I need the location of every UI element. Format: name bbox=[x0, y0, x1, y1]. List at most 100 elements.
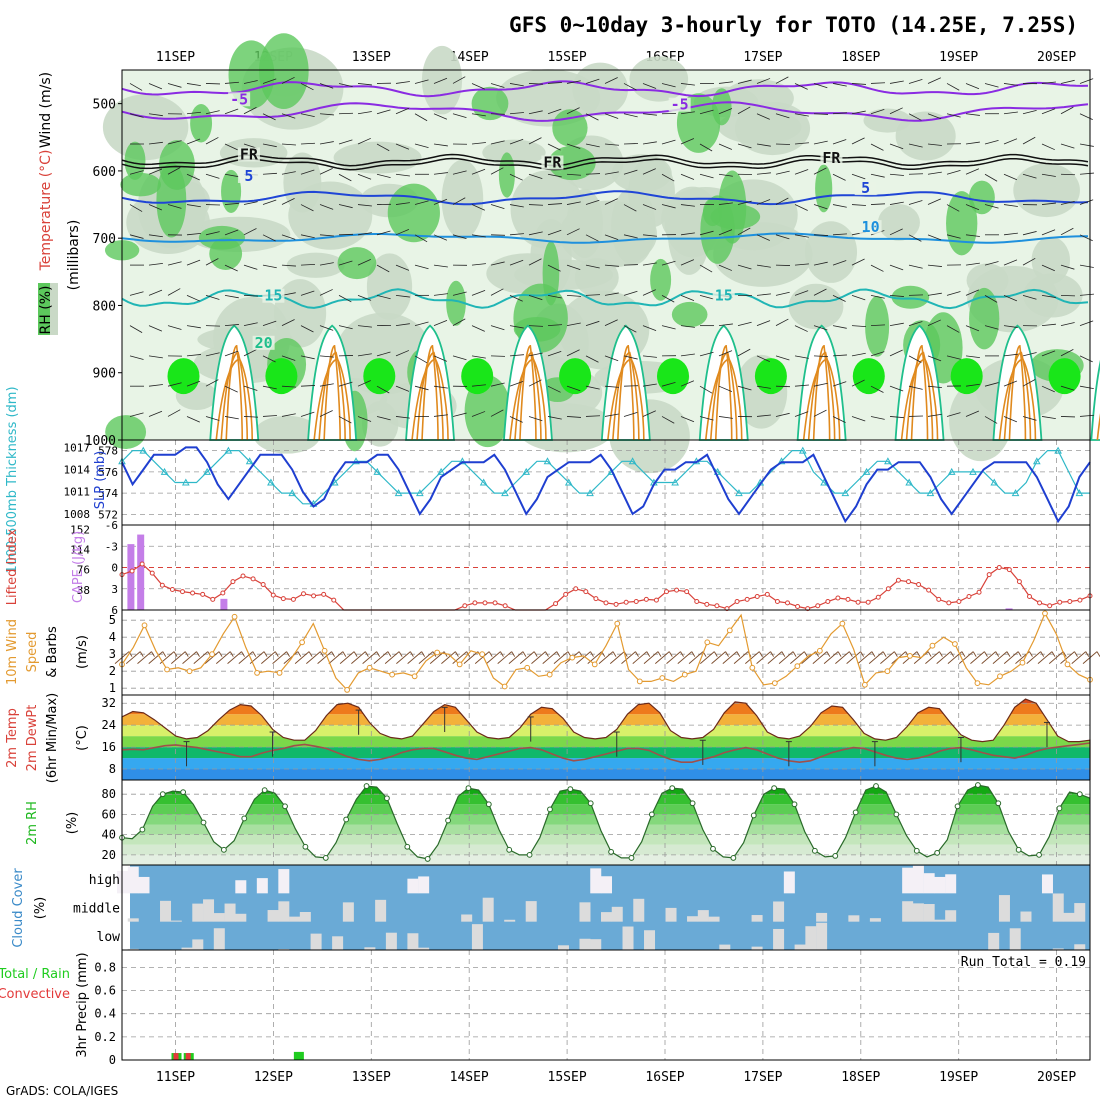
wind-tick-label: 4 bbox=[109, 630, 116, 644]
wind-speed-point bbox=[164, 666, 170, 673]
surface-wind-barb-feather bbox=[848, 651, 853, 657]
lifted-index-point bbox=[240, 573, 246, 579]
high-cloud-bar bbox=[945, 874, 957, 894]
middle-cloud-bar bbox=[127, 918, 139, 922]
upper-wind-barb bbox=[547, 82, 562, 84]
surface-wind-barb bbox=[598, 651, 614, 664]
thickness-point bbox=[926, 489, 935, 497]
upper-wind-barb bbox=[718, 81, 733, 84]
low-cloud-bar bbox=[622, 926, 634, 950]
upper-wind-barb bbox=[1079, 234, 1093, 242]
upper-wind-barb bbox=[281, 171, 296, 175]
lifted-index-point bbox=[290, 596, 296, 602]
lifted-index-point bbox=[1047, 603, 1053, 609]
upper-wind-barb bbox=[642, 204, 657, 210]
upper-wind-barb bbox=[471, 325, 485, 332]
upper-wind-barb bbox=[414, 234, 428, 243]
upper-wind-barb bbox=[870, 143, 884, 151]
upper-wind-barb bbox=[547, 203, 562, 205]
thickness-point bbox=[905, 478, 914, 486]
contour-label: -5 bbox=[230, 90, 248, 108]
surface-wind-barb bbox=[306, 651, 321, 664]
upper-wind-barb bbox=[1003, 353, 1018, 357]
upper-wind-barb bbox=[452, 170, 467, 175]
upper-wind-barb bbox=[186, 204, 201, 208]
surface-wind-barb-feather bbox=[139, 651, 144, 657]
upper-wind-barb bbox=[186, 354, 201, 357]
upper-wind-barb bbox=[794, 263, 809, 266]
high-cloud-bar bbox=[256, 878, 268, 894]
upper-wind-barb bbox=[224, 350, 239, 357]
upper-wind-barb bbox=[965, 113, 980, 116]
upper-wind-barb bbox=[205, 137, 219, 145]
contour-label-bg bbox=[820, 150, 843, 165]
thickness-point bbox=[1011, 489, 1020, 497]
rh-mid-region bbox=[611, 154, 672, 193]
upper-wind-barb bbox=[1079, 385, 1094, 390]
middle-cloud-bar bbox=[902, 901, 914, 922]
upper-wind-barb bbox=[262, 199, 277, 205]
surface-wind-barb bbox=[868, 651, 884, 664]
surface-wind-barb-feather bbox=[646, 651, 651, 657]
upper-wind-barb bbox=[300, 234, 315, 239]
wind-speed-point bbox=[1019, 659, 1026, 666]
rh-band bbox=[122, 794, 1090, 805]
upper-wind-barb bbox=[566, 107, 580, 115]
thickness-point bbox=[437, 467, 445, 475]
low-cloud-bar bbox=[192, 939, 204, 950]
upper-wind-barb bbox=[756, 385, 771, 389]
lifted-index-point bbox=[1057, 599, 1063, 605]
surface-wind-barb-feather bbox=[184, 651, 189, 657]
chart-title: GFS 0~10day 3-hourly for TOTO (14.25E, 7… bbox=[509, 13, 1078, 37]
surface-wind-barb-feather bbox=[612, 651, 617, 657]
upper-wind-barb bbox=[775, 234, 790, 240]
upper-wind-barb bbox=[433, 264, 448, 268]
surface-wind-barb-feather bbox=[331, 651, 335, 657]
upper-wind-barb bbox=[1060, 201, 1075, 205]
surface-wind-barb-feather bbox=[376, 651, 381, 657]
wind-speed-point bbox=[816, 647, 823, 654]
upper-wind-barb bbox=[262, 355, 276, 363]
middle-cloud-bar bbox=[525, 901, 537, 922]
low-cloud-bar bbox=[816, 922, 828, 950]
upper-wind-barb bbox=[965, 168, 980, 175]
upper-wind-barb bbox=[870, 82, 886, 84]
upper-wind-barb bbox=[927, 319, 941, 327]
upper-wind-barb bbox=[604, 198, 618, 205]
upper-wind-barb bbox=[661, 325, 676, 330]
panel-frame-precip bbox=[121, 949, 1091, 1061]
upper-wind-barb bbox=[1003, 294, 1018, 302]
lifted-index-point bbox=[210, 596, 216, 602]
upper-wind-barb bbox=[243, 201, 258, 205]
low-cloud-bar bbox=[1074, 944, 1086, 950]
upper-wind-barb bbox=[832, 233, 847, 236]
thickness-point bbox=[969, 467, 977, 475]
upper-wind-barb bbox=[870, 173, 885, 178]
upper-wind-barb bbox=[243, 416, 259, 418]
surface-wind-barb bbox=[778, 651, 794, 664]
upper-wind-barb bbox=[395, 173, 410, 177]
upper-wind-barb bbox=[414, 264, 429, 270]
surface-wind-barb-feather bbox=[691, 651, 696, 657]
low-cloud-bar bbox=[385, 932, 397, 950]
wind-speed-point bbox=[546, 671, 553, 678]
upper-wind-barb bbox=[566, 80, 581, 84]
thickness-point bbox=[479, 478, 488, 486]
upper-wind-barb bbox=[1060, 79, 1075, 84]
surface-wind-barb bbox=[1003, 651, 1019, 664]
rh-tick-label: 40 bbox=[102, 828, 116, 842]
upper-wind-barb bbox=[851, 416, 866, 422]
upper-wind-barb bbox=[414, 355, 428, 364]
rh2m-point bbox=[710, 845, 716, 852]
slp-axis-label: SLP (mb) bbox=[93, 451, 108, 510]
upper-wind-barb bbox=[1022, 109, 1037, 115]
rh2m-point bbox=[241, 815, 248, 822]
upper-wind-barb bbox=[585, 173, 601, 175]
surface-wind-barb-feather bbox=[1017, 651, 1022, 657]
precip-total-bar bbox=[293, 1051, 304, 1060]
upper-wind-barb bbox=[851, 204, 866, 206]
rh2m-point bbox=[893, 811, 900, 818]
rh2m-point bbox=[669, 785, 676, 791]
thickness-point bbox=[458, 457, 467, 465]
upper-wind-barb bbox=[870, 351, 885, 357]
